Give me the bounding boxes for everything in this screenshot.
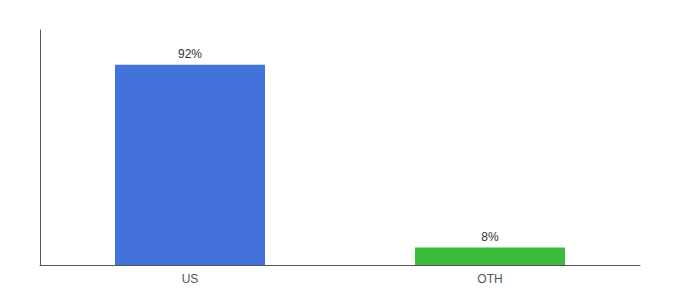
svg-text:US: US — [182, 272, 199, 286]
svg-text:OTH: OTH — [477, 272, 502, 286]
svg-text:92%: 92% — [178, 47, 202, 61]
svg-text:8%: 8% — [481, 230, 499, 244]
